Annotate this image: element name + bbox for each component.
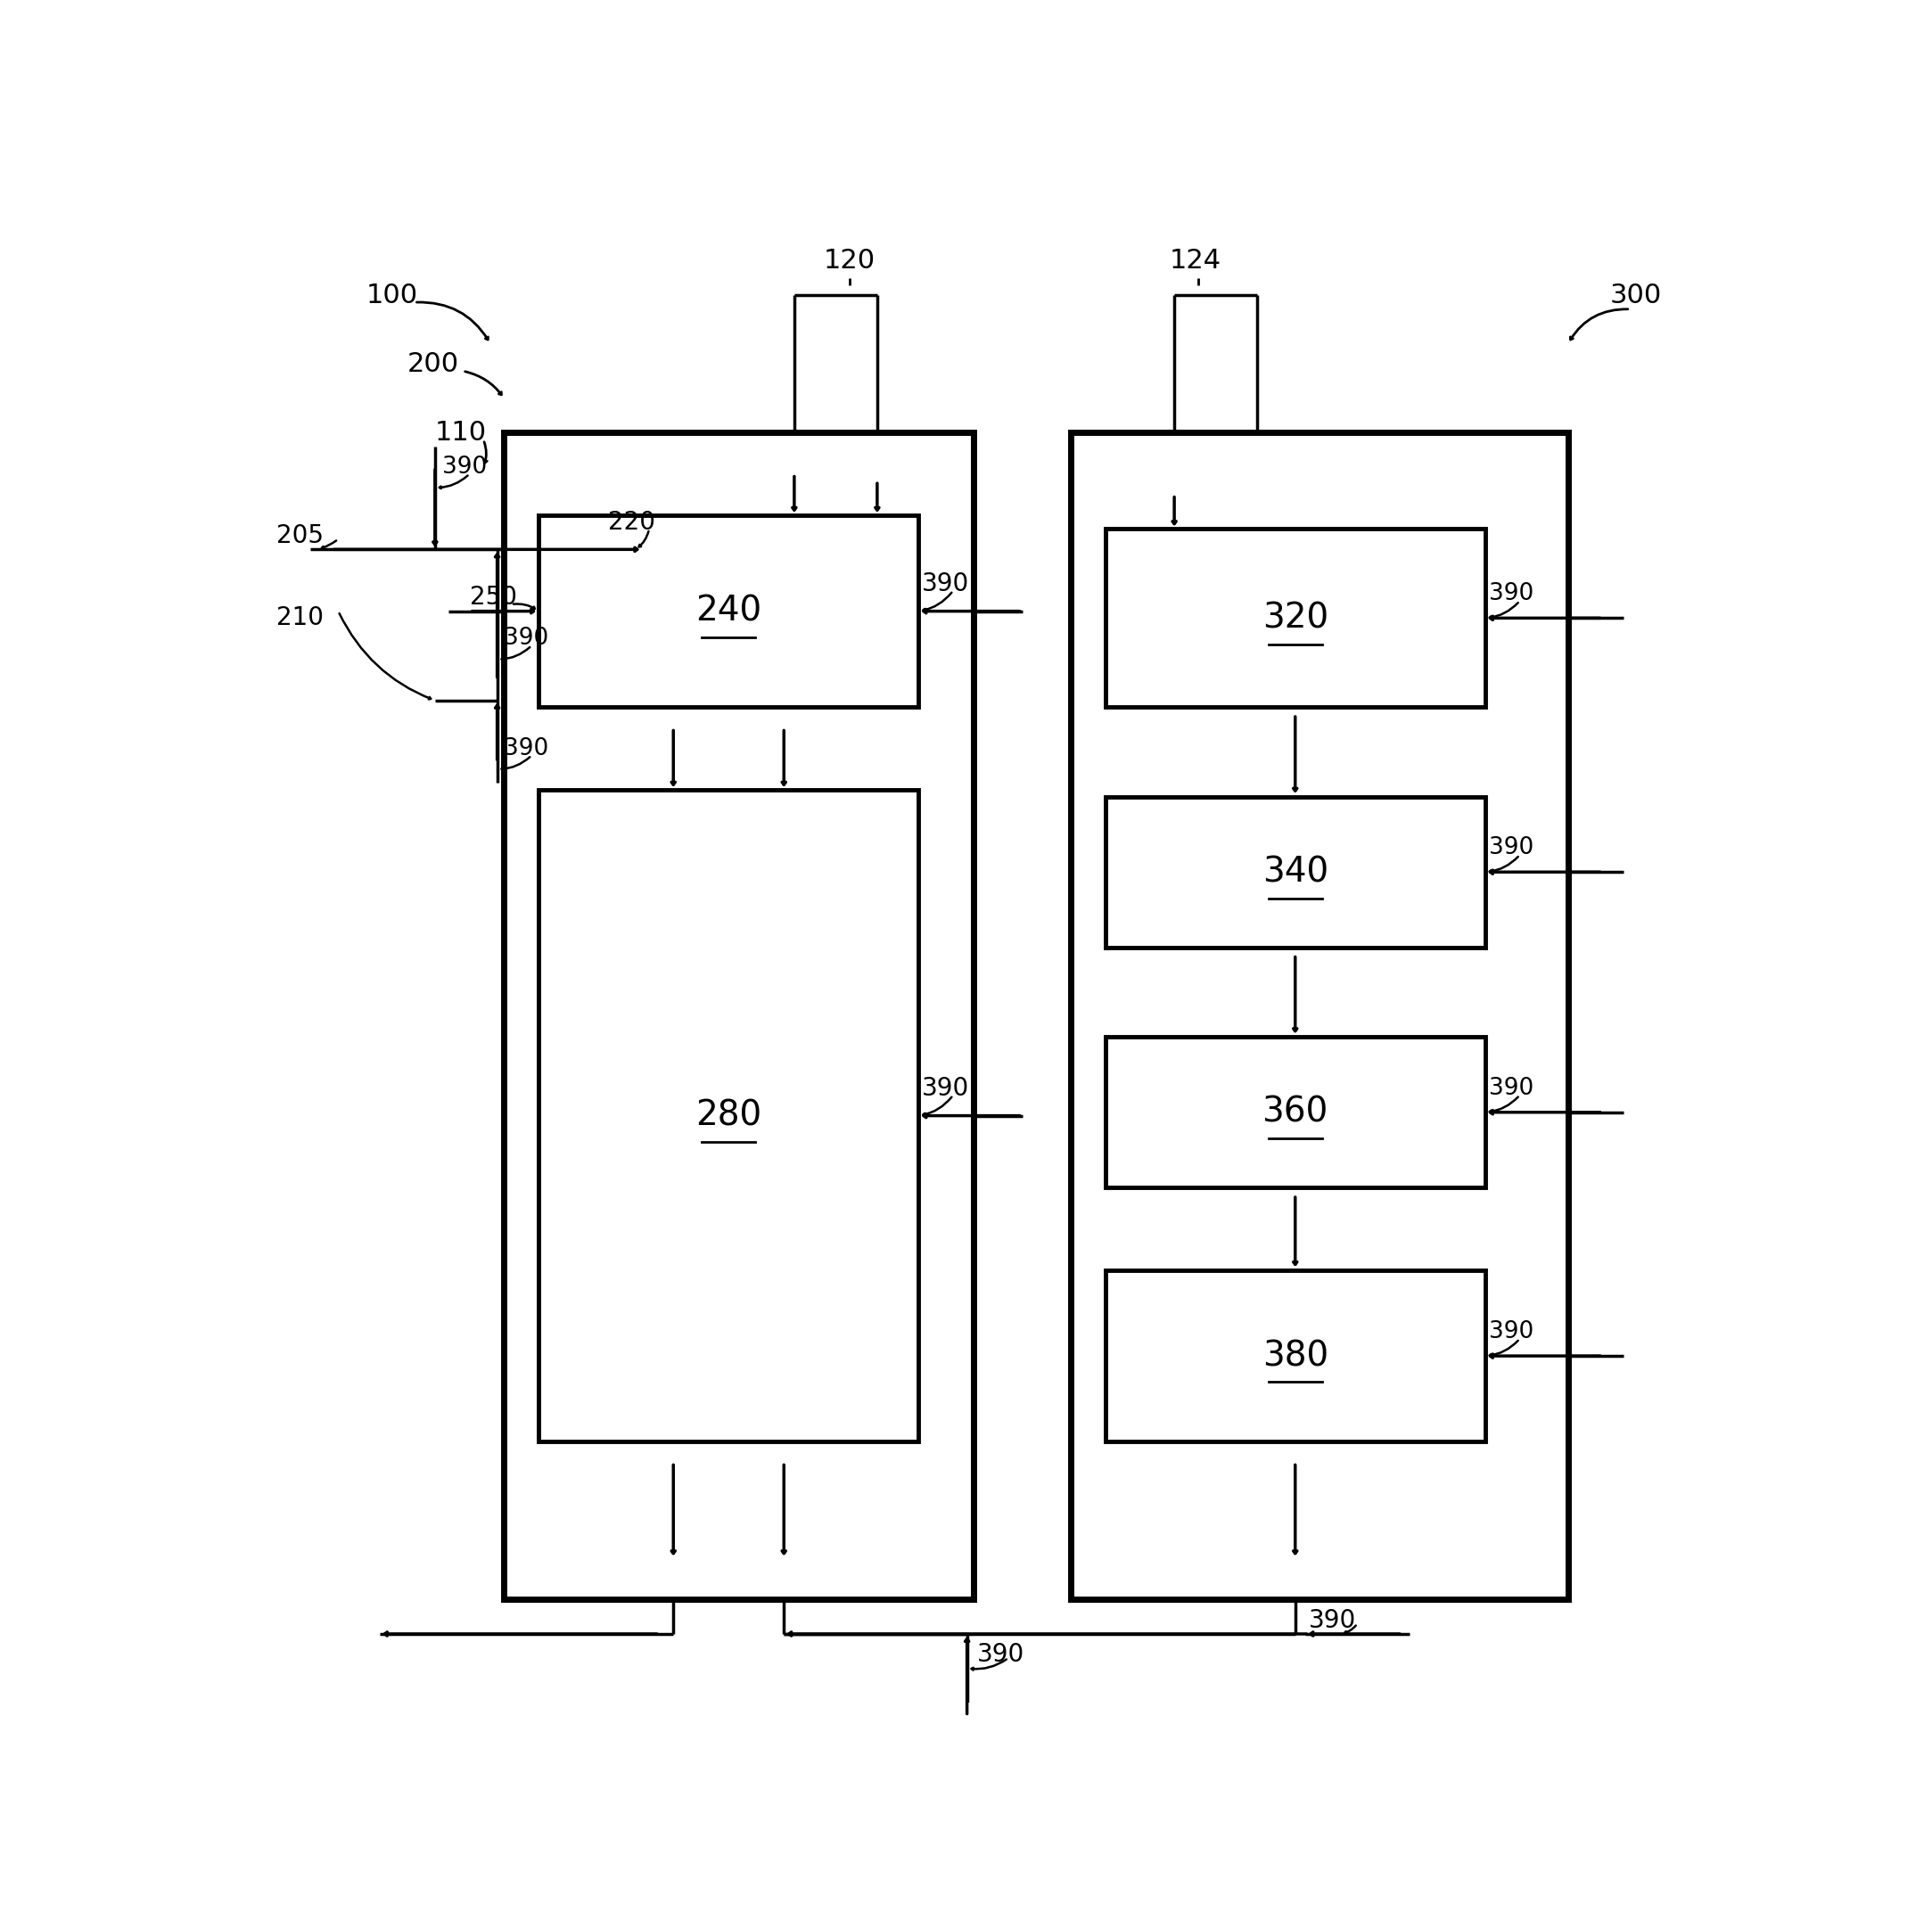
Text: 250: 250 xyxy=(469,585,516,610)
Text: 120: 120 xyxy=(823,249,875,274)
Text: 340: 340 xyxy=(1262,855,1329,890)
Text: 124: 124 xyxy=(1169,249,1221,274)
Text: 320: 320 xyxy=(1262,601,1329,635)
Text: 240: 240 xyxy=(696,595,761,627)
Text: 390: 390 xyxy=(442,455,487,478)
Bar xyxy=(1070,432,1569,1599)
Text: 390: 390 xyxy=(1490,836,1534,859)
Bar xyxy=(1105,796,1486,947)
Text: 390: 390 xyxy=(1310,1607,1356,1632)
Text: 200: 200 xyxy=(408,352,460,377)
Text: 205: 205 xyxy=(276,524,323,549)
Bar xyxy=(1105,1270,1486,1442)
Text: 110: 110 xyxy=(435,419,487,446)
Bar xyxy=(539,515,918,708)
Text: 390: 390 xyxy=(978,1641,1024,1666)
Bar xyxy=(504,432,974,1599)
Text: 390: 390 xyxy=(922,1075,970,1100)
Bar xyxy=(1105,1037,1486,1188)
Text: 380: 380 xyxy=(1262,1339,1329,1374)
Text: 390: 390 xyxy=(1490,1077,1534,1100)
Text: 390: 390 xyxy=(504,627,549,650)
Text: 220: 220 xyxy=(609,509,655,534)
Text: 210: 210 xyxy=(276,606,323,631)
Text: 390: 390 xyxy=(922,572,970,597)
Text: 390: 390 xyxy=(1490,1320,1534,1343)
Bar xyxy=(539,790,918,1442)
Text: 100: 100 xyxy=(365,283,417,308)
Text: 300: 300 xyxy=(1609,283,1662,308)
Bar xyxy=(1105,528,1486,708)
Text: 390: 390 xyxy=(504,737,549,759)
Text: 280: 280 xyxy=(696,1098,761,1132)
Text: 360: 360 xyxy=(1262,1096,1329,1129)
Text: 390: 390 xyxy=(1490,582,1534,606)
